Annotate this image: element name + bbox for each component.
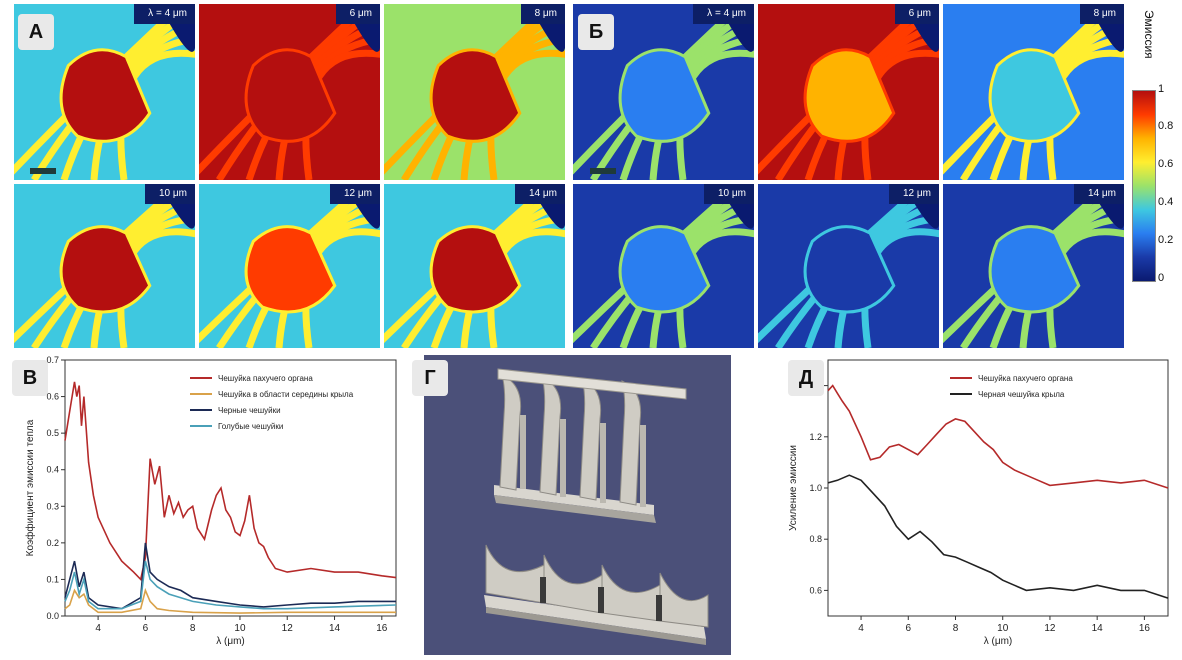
x-tick-label: 8 [953, 623, 959, 634]
colorbar-tick: 0.2 [1158, 234, 1174, 246]
wavelength-label: 12 μm [330, 184, 380, 204]
y-tick-label: 0.6 [46, 392, 59, 402]
wavelength-label: λ = 4 μm [693, 4, 754, 24]
x-tick-label: 4 [95, 623, 101, 634]
x-tick-label: 4 [858, 623, 864, 634]
panel-letter-e: Д [788, 360, 824, 396]
x-tick-label: 14 [1092, 623, 1104, 634]
series-line [64, 560, 397, 610]
thermal-map-a-6um: 6 μm [199, 4, 380, 180]
scale-3d-render [424, 355, 731, 655]
wavelength-label: 8 μm [520, 4, 565, 24]
y-tick-label: 0.6 [809, 585, 822, 595]
x-tick-label: 12 [282, 623, 294, 634]
plot-frame [64, 359, 397, 617]
wavelength-label: λ = 4 μm [134, 4, 195, 24]
x-tick-label: 14 [329, 623, 341, 634]
thermal-map-a-10um: 10 μm [14, 184, 195, 348]
thermal-map-b-14um: 14 μm [943, 184, 1124, 348]
wavelength-label: 6 μm [894, 4, 939, 24]
wavelength-label: 10 μm [704, 184, 754, 204]
scale-bar [590, 168, 616, 174]
colorbar-tick: 0 [1158, 272, 1165, 284]
colorbar-tick: 0.6 [1158, 158, 1174, 170]
emission-coefficient-chart: 4 6 8 10 12 14 16 0.0 0.1 0.2 0.3 0.4 0.5 0.6 0.7 Чешуй… [24, 355, 397, 647]
series-line [827, 474, 1169, 599]
colorbar-title: Эмиссия [1142, 10, 1156, 59]
colorbar-gradient [1132, 90, 1156, 282]
panel-letter-a: А [18, 14, 54, 50]
wavelength-label: 12 μm [889, 184, 939, 204]
x-axis-label: λ (μm) [984, 636, 1013, 647]
series-line [64, 542, 396, 610]
legend-label: Чешуйка в области середины крыла [218, 390, 354, 399]
wavelength-label: 10 μm [145, 184, 195, 204]
x-tick-label: 8 [190, 623, 196, 634]
series-line [64, 381, 397, 582]
y-tick-label: 0.4 [46, 465, 59, 475]
panel-letter-d: Г [412, 360, 448, 396]
series-line [64, 587, 396, 614]
panel-letter-c: В [12, 360, 48, 396]
y-tick-label: 0.2 [46, 538, 59, 548]
thermal-map-b-6um: 6 μm [758, 4, 939, 180]
colorbar-tick: 1 [1158, 83, 1165, 95]
x-axis-label: λ (μm) [216, 636, 245, 647]
legend-label: Черные чешуйки [218, 406, 281, 415]
legend-label: Черная чешуйка крыла [978, 390, 1065, 399]
x-tick-label: 10 [997, 623, 1009, 634]
thermal-map-b-12um: 12 μm [758, 184, 939, 348]
x-tick-label: 16 [1139, 623, 1151, 634]
colorbar-tick: 0.8 [1158, 120, 1174, 132]
y-tick-label: 0.8 [809, 534, 822, 544]
x-tick-label: 6 [143, 623, 149, 634]
y-tick-label: 1.2 [809, 432, 822, 442]
y-axis-label: Усиление эмиссии [788, 445, 799, 531]
colorbar-tick: 0.4 [1158, 196, 1174, 208]
thermal-map-a-8um: 8 μm [384, 4, 565, 180]
wavelength-label: 14 μm [515, 184, 565, 204]
scale-bar [30, 168, 56, 174]
panel-letter-b: Б [578, 14, 614, 50]
thermal-map-b-8um: 8 μm [943, 4, 1124, 180]
plot-frame [827, 359, 1169, 617]
x-tick-label: 12 [1044, 623, 1056, 634]
y-tick-label: 0.7 [46, 355, 59, 365]
x-tick-label: 6 [905, 623, 911, 634]
y-tick-label: 0.3 [46, 501, 59, 511]
y-tick-label: 0.1 [46, 574, 59, 584]
thermal-map-b-10um: 10 μm [573, 184, 754, 348]
thermal-map-a-12um: 12 μm [199, 184, 380, 348]
x-tick-label: 16 [376, 623, 388, 634]
y-tick-label: 0.5 [46, 428, 59, 438]
x-tick-label: 10 [234, 623, 246, 634]
thermal-map-a-14um: 14 μm [384, 184, 565, 348]
wavelength-label: 8 μm [1079, 4, 1124, 24]
wavelength-label: 14 μm [1074, 184, 1124, 204]
legend-label: Чешуйка пахучего органа [978, 374, 1073, 383]
y-tick-label: 0.0 [46, 611, 59, 621]
y-axis-label: Коэффициент эмиссии тепла [24, 419, 36, 556]
series-line [827, 384, 1169, 489]
legend-label: Чешуйка пахучего органа [218, 374, 313, 383]
wavelength-label: 6 μm [335, 4, 380, 24]
legend-label: Голубые чешуйки [218, 422, 283, 431]
y-tick-label: 1.0 [809, 483, 822, 493]
